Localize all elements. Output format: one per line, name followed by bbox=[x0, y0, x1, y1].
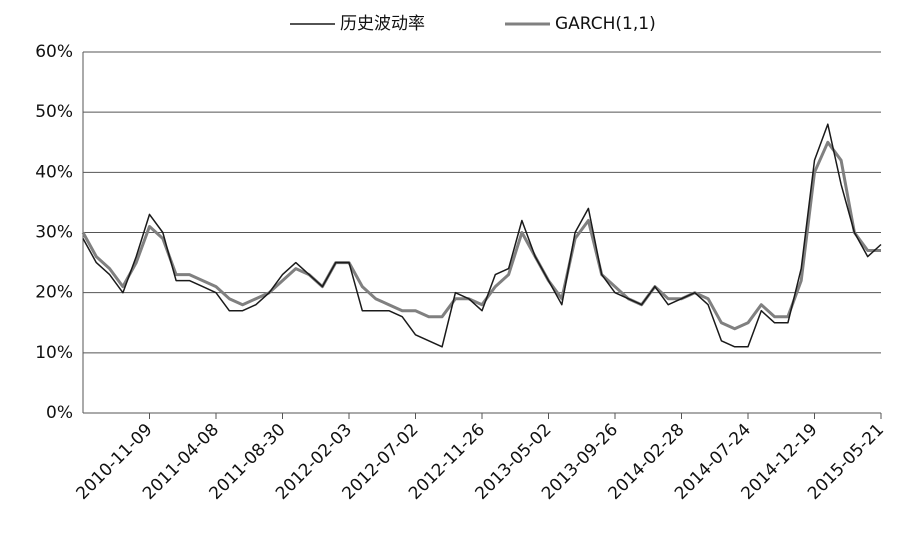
legend-label: GARCH(1,1) bbox=[555, 14, 656, 34]
y-tick-label: 10% bbox=[35, 343, 73, 363]
y-tick-label: 0% bbox=[46, 403, 73, 423]
y-tick-label: 40% bbox=[35, 162, 73, 182]
y-tick-label: 30% bbox=[35, 223, 73, 243]
y-tick-label: 60% bbox=[35, 42, 73, 62]
series-line bbox=[82, 123, 882, 348]
y-tick-label: 50% bbox=[35, 102, 73, 122]
y-tick-label: 20% bbox=[35, 283, 73, 303]
legend-label: 历史波动率 bbox=[340, 14, 425, 34]
series-line bbox=[81, 140, 881, 331]
